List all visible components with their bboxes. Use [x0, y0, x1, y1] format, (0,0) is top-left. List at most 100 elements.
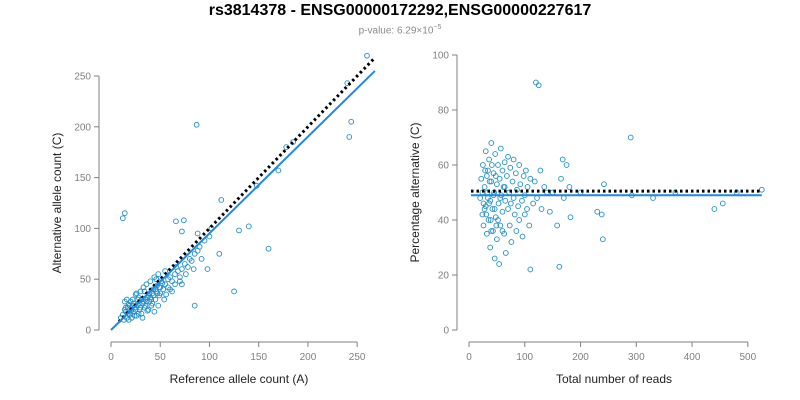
data-point [489, 206, 496, 212]
data-point [535, 82, 542, 89]
data-point [169, 278, 175, 285]
data-point [245, 223, 252, 230]
data-point [364, 52, 370, 59]
data-point [483, 230, 490, 237]
data-point [505, 206, 511, 212]
data-point [516, 217, 523, 223]
data-point [125, 316, 132, 323]
data-point [488, 228, 495, 234]
data-point [538, 206, 545, 212]
data-point [517, 181, 524, 188]
data-point [524, 206, 530, 212]
data-point [265, 245, 272, 252]
data-point [533, 79, 539, 86]
data-point [177, 274, 183, 281]
data-point [172, 271, 178, 277]
data-point [172, 281, 178, 288]
data-point [181, 217, 187, 224]
y-tick-label: 20 [438, 271, 450, 282]
data-point [181, 261, 188, 267]
data-point [144, 307, 151, 314]
data-point [147, 278, 154, 285]
data-point [531, 178, 538, 185]
data-point [527, 175, 534, 182]
data-point [492, 173, 499, 179]
data-point [236, 227, 242, 234]
x-tick-label: 0 [466, 352, 472, 363]
chart-subtitle: p-value: 6.29×10−5 [0, 24, 800, 36]
data-point [477, 195, 484, 201]
data-point [143, 298, 150, 305]
data-point [137, 304, 144, 311]
y-tick-label: 0 [443, 326, 449, 337]
data-point [519, 233, 526, 240]
data-point [520, 173, 527, 179]
data-point [527, 266, 534, 273]
data-point [161, 296, 168, 303]
data-point [480, 200, 487, 207]
data-point [173, 218, 179, 225]
data-point [143, 281, 150, 288]
data-point [157, 290, 164, 297]
data-point [149, 300, 156, 307]
data-point [560, 195, 567, 201]
data-point [627, 134, 634, 141]
data-point [119, 215, 126, 222]
data-point [495, 162, 501, 168]
data-point [650, 195, 656, 201]
data-point [204, 266, 211, 272]
data-point [481, 206, 488, 212]
data-point [519, 197, 525, 204]
data-point [530, 200, 536, 207]
data-point [541, 184, 548, 190]
data-point [142, 302, 149, 309]
scatter-plot-allele-counts: 0 50 100 150 200 250 0 50 100 150 200 250 Reference … [50, 52, 376, 386]
p-value-text: p-value: 6.29×10 [358, 25, 434, 37]
data-point [165, 284, 171, 291]
data-point [191, 250, 198, 257]
data-point [130, 300, 137, 307]
data-point [490, 228, 496, 234]
data-point [719, 200, 726, 207]
data-point [566, 184, 573, 190]
chart-title: rs3814378 - ENSG00000172292,ENSG00000227… [208, 2, 592, 19]
data-point [179, 266, 185, 272]
x-tick-label: 200 [300, 352, 317, 363]
data-point [133, 290, 140, 297]
data-point [193, 121, 200, 128]
data-point [480, 222, 487, 229]
data-point [511, 211, 518, 218]
data-point [485, 167, 491, 174]
x-tick-label: 100 [201, 352, 218, 363]
y-axis-label: Alternative allele count (C) [50, 133, 64, 274]
data-point [559, 156, 566, 163]
data-point [495, 200, 502, 207]
data-point [547, 208, 553, 215]
y-tick-label: 50 [80, 275, 92, 286]
data-point [502, 250, 509, 256]
data-point [121, 210, 128, 217]
data-point [594, 208, 601, 215]
data-point [190, 266, 197, 272]
y-tick-label: 0 [85, 326, 91, 337]
data-point [188, 258, 195, 264]
data-point [275, 167, 282, 174]
data-point [509, 178, 516, 185]
data-point [198, 256, 205, 262]
data-point [496, 261, 502, 267]
data-point [290, 139, 297, 145]
y-tick-label: 100 [432, 51, 449, 62]
data-point [132, 291, 139, 298]
data-point [478, 175, 485, 182]
x-tick-label: 300 [628, 352, 645, 363]
data-point [480, 162, 486, 168]
y-tick-label: 150 [74, 173, 91, 184]
data-point [499, 228, 506, 234]
data-point [155, 302, 162, 309]
data-point [494, 181, 500, 188]
data-point [486, 200, 492, 207]
x-axis-label: Reference allele count (A) [170, 372, 309, 386]
data-point [160, 286, 167, 293]
data-point [479, 211, 486, 218]
x-tick-label: 100 [516, 352, 533, 363]
